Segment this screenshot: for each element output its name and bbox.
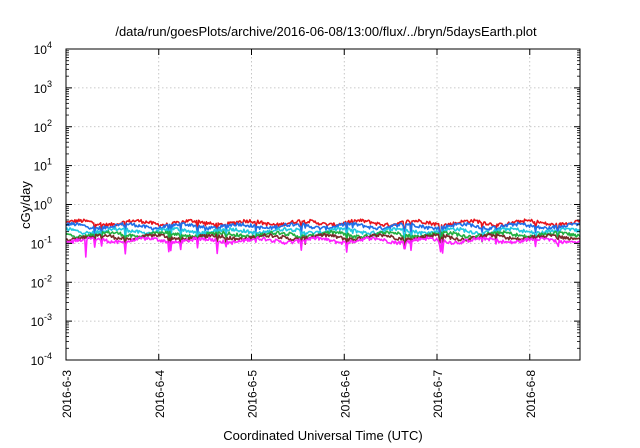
x-tick-label: 2016-6-6	[338, 370, 352, 418]
y-tick-label: 102	[34, 118, 52, 135]
y-tick-label: 10-2	[31, 273, 52, 290]
y-tick-label: 10-3	[31, 312, 52, 329]
data-series-line	[65, 230, 581, 247]
x-tick-label: 2016-6-3	[60, 370, 74, 418]
y-tick-label: 101	[34, 157, 52, 174]
grid	[66, 49, 580, 360]
x-tick-label: 2016-6-8	[524, 370, 538, 418]
y-tick-label: 10-4	[31, 351, 52, 368]
data-series-line	[65, 235, 581, 258]
y-tick-label: 104	[34, 40, 52, 57]
data-series-line	[65, 221, 581, 240]
data-series-line	[65, 232, 581, 248]
y-tick-label: 103	[34, 79, 52, 96]
x-tick-label: 2016-6-7	[431, 370, 445, 418]
x-tick-label: 2016-6-4	[153, 370, 167, 418]
y-axis-label: cGy/day	[18, 181, 33, 229]
y-tick-label: 100	[34, 196, 52, 213]
y-tick-label: 10-1	[31, 234, 52, 251]
x-axis-label: Coordinated Universal Time (UTC)	[223, 428, 422, 443]
chart-title: /data/run/goesPlots/archive/2016-06-08/1…	[115, 24, 537, 39]
series-group	[65, 218, 581, 258]
x-tick-label: 2016-6-5	[246, 370, 260, 418]
axis-ticks: 10-4 10-3 10-2 10-1 100 101 102 103 104 2016-6-3 2…	[31, 40, 580, 418]
